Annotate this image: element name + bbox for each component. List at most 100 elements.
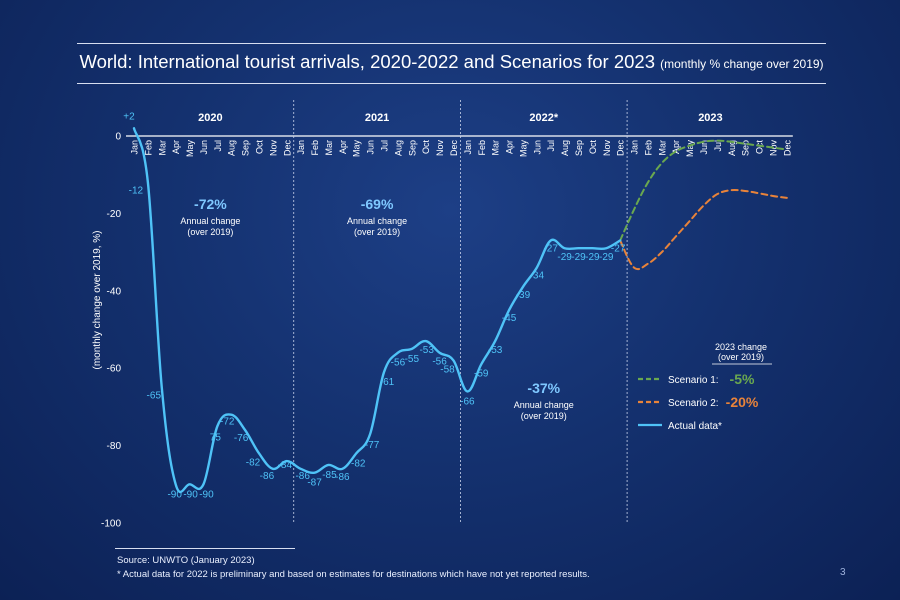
scenario-2-line <box>619 188 788 271</box>
year-header: 2022* <box>529 112 558 124</box>
data-label: -85 <box>322 470 337 481</box>
month-tick-label: May <box>352 140 362 158</box>
month-tick-label: Feb <box>643 140 653 156</box>
year-header: 2021 <box>365 112 389 124</box>
data-label: -72 <box>220 417 235 428</box>
month-tick-label: Jun <box>366 140 376 155</box>
legend-header: 2023 change <box>715 342 767 352</box>
month-tick-label: Sep <box>407 140 417 156</box>
month-tick-label: May <box>518 140 528 158</box>
data-label: -29 <box>571 252 586 263</box>
data-label: -53 <box>419 345 434 356</box>
data-label: -56 <box>432 357 447 368</box>
title-top-rule <box>77 43 826 44</box>
month-tick-label: Aug <box>560 140 570 156</box>
month-tick-label: Mar <box>324 140 334 156</box>
data-label: 75 <box>210 432 222 443</box>
y-tick-label: -20 <box>107 209 122 220</box>
legend-label: Scenario 1: <box>668 375 719 386</box>
data-label: -90 <box>183 489 198 500</box>
data-label: -90 <box>199 489 214 500</box>
data-label: -29 <box>585 252 600 263</box>
month-tick-label: Feb <box>310 140 320 156</box>
month-tick-label: Apr <box>671 140 681 154</box>
chart-title: World: International tourist arrivals, 2… <box>77 51 826 73</box>
month-tick-label: Jun <box>699 140 709 155</box>
data-label: -77 <box>365 440 380 451</box>
chart-title-subtitle: (monthly % change over 2019) <box>660 57 824 71</box>
month-tick-label: Jun <box>199 140 209 155</box>
y-tick-label: -60 <box>107 364 122 375</box>
month-tick-label: Oct <box>421 140 431 155</box>
data-label: -86 <box>260 471 275 482</box>
data-label: -90 <box>167 489 182 500</box>
y-tick-label: 0 <box>115 132 121 143</box>
month-tick-label: Apr <box>171 140 181 154</box>
data-label: -66 <box>460 396 475 407</box>
month-tick-label: Jul <box>213 140 223 152</box>
annual-change-value: -37% <box>527 380 560 396</box>
annual-change-note: (over 2019) <box>521 411 567 421</box>
legend-label: Scenario 2: <box>668 398 719 409</box>
data-label: -39 <box>516 290 531 301</box>
month-tick-label: Feb <box>477 140 487 156</box>
month-tick-label: Jul <box>380 140 390 152</box>
month-tick-label: Jan <box>630 140 640 155</box>
month-tick-label: Aug <box>227 140 237 156</box>
month-tick-label: Jan <box>296 140 306 155</box>
month-tick-label: Nov <box>602 140 612 157</box>
month-tick-label: Dec <box>782 140 792 157</box>
annual-change-label: Annual change <box>180 216 240 226</box>
month-tick-label: Jul <box>713 140 723 152</box>
month-tick-label: Dec <box>282 140 292 157</box>
y-tick-label: -100 <box>101 519 121 530</box>
month-tick-label: Dec <box>616 140 626 157</box>
data-label: -86 <box>295 471 310 482</box>
legend-label: Actual data* <box>668 421 722 432</box>
data-label: -82 <box>351 458 366 469</box>
month-tick-label: Dec <box>449 140 459 157</box>
legend-value: -20% <box>726 394 759 410</box>
data-label: -27 <box>543 243 558 254</box>
chart-title-main: World: International tourist arrivals, 2… <box>79 51 655 72</box>
y-axis-label: (monthly change over 2019, %) <box>92 231 103 370</box>
data-label: -61 <box>380 377 395 388</box>
data-label: -87 <box>307 478 322 489</box>
month-tick-label: Jul <box>546 140 556 152</box>
month-tick-label: Jan <box>130 140 140 155</box>
scenario-1-line <box>619 139 788 242</box>
data-label: -58 <box>440 364 455 375</box>
data-label: -34 <box>530 271 545 282</box>
source-rule <box>115 548 295 549</box>
data-label: -29 <box>557 252 572 263</box>
month-tick-label: Apr <box>505 140 515 154</box>
source-note: Source: UNWTO (January 2023) <box>117 555 255 566</box>
month-tick-label: Feb <box>143 140 153 156</box>
data-label: -65 <box>147 391 162 402</box>
data-label: -12 <box>129 185 144 196</box>
annual-change-note: (over 2019) <box>354 227 400 237</box>
data-label: -45 <box>502 313 517 324</box>
month-tick-label: Sep <box>741 140 751 156</box>
actual-data-line <box>132 127 622 494</box>
annual-change-value: -72% <box>194 196 227 212</box>
data-label: -53 <box>488 345 503 356</box>
month-tick-label: Jun <box>532 140 542 155</box>
data-label: -55 <box>405 354 420 365</box>
data-label: -86 <box>335 472 350 483</box>
data-label: -56 <box>391 358 406 369</box>
month-tick-label: Aug <box>393 140 403 156</box>
month-tick-label: Oct <box>255 140 265 155</box>
month-tick-label: Aug <box>727 140 737 156</box>
data-label: -59 <box>474 368 489 379</box>
y-tick-label: -40 <box>107 286 122 297</box>
annual-change-value: -69% <box>361 196 394 212</box>
month-tick-label: Nov <box>268 140 278 157</box>
footnote: * Actual data for 2022 is preliminary an… <box>117 569 590 580</box>
month-tick-label: Sep <box>574 140 584 156</box>
year-header: 2020 <box>198 112 222 124</box>
legend-value: -5% <box>730 371 755 387</box>
page-number: 3 <box>840 567 846 578</box>
month-tick-label: Mar <box>157 140 167 156</box>
